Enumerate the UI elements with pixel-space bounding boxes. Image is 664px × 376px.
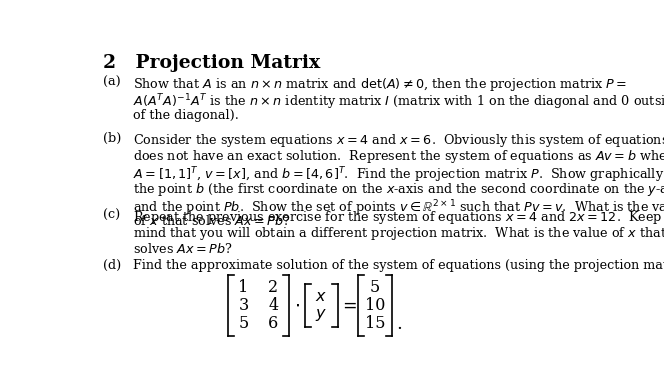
Text: 10: 10 — [365, 297, 385, 314]
Text: Repeat the previous exercise for the system of equations $x = 4$ and $2x = 12$. : Repeat the previous exercise for the sys… — [133, 209, 664, 226]
Text: (d): (d) — [102, 259, 121, 272]
Text: of $x$ that solves $Ax = Pb$?: of $x$ that solves $Ax = Pb$? — [133, 214, 291, 229]
Text: 1: 1 — [238, 279, 249, 296]
Text: Find the approximate solution of the system of equations (using the projection m: Find the approximate solution of the sys… — [133, 259, 664, 272]
Text: $A = [1, 1]^T$, $v = [x]$, and $b = [4, 6]^T$.  Find the projection matrix $P$. : $A = [1, 1]^T$, $v = [x]$, and $b = [4, … — [133, 165, 664, 185]
Text: 2   Projection Matrix: 2 Projection Matrix — [102, 55, 320, 73]
Text: $\cdot$: $\cdot$ — [293, 297, 299, 315]
Text: 5: 5 — [238, 315, 249, 332]
Text: does not have an exact solution.  Represent the system of equations as $Av = b$ : does not have an exact solution. Represe… — [133, 149, 664, 165]
Text: $=$: $=$ — [339, 297, 357, 314]
Text: and the point $Pb$.  Show the set of points $v \in \mathbb{R}^{2\times 1}$ such : and the point $Pb$. Show the set of poin… — [133, 198, 664, 218]
Text: 3: 3 — [238, 297, 249, 314]
Text: Show that $A$ is an $n \times n$ matrix and $\mathrm{det}(A) \neq 0$, then the p: Show that $A$ is an $n \times n$ matrix … — [133, 76, 627, 92]
Text: $y$: $y$ — [315, 306, 327, 323]
Text: 4: 4 — [268, 297, 278, 314]
Text: $A(A^T A)^{-1} A^T$ is the $n \times n$ identity matrix $I$ (matrix with 1 on th: $A(A^T A)^{-1} A^T$ is the $n \times n$ … — [133, 92, 664, 112]
Text: solves $Ax = Pb$?: solves $Ax = Pb$? — [133, 242, 233, 256]
Text: mind that you will obtain a different projection matrix.  What is the value of $: mind that you will obtain a different pr… — [133, 225, 664, 242]
Text: the point $b$ (the first coordinate on the $x$-axis and the second coordinate on: the point $b$ (the first coordinate on t… — [133, 182, 664, 199]
Text: 2: 2 — [268, 279, 278, 296]
Text: of the diagonal).: of the diagonal). — [133, 109, 239, 121]
Text: (c): (c) — [102, 209, 120, 222]
Text: Consider the system equations $x = 4$ and $x = 6$.  Obviously this system of equ: Consider the system equations $x = 4$ an… — [133, 132, 664, 149]
Text: $x$: $x$ — [315, 288, 327, 305]
Text: 5: 5 — [370, 279, 380, 296]
Text: (a): (a) — [102, 76, 120, 88]
Text: .: . — [396, 315, 402, 333]
Text: 6: 6 — [268, 315, 278, 332]
Text: (b): (b) — [102, 132, 121, 145]
Text: 15: 15 — [365, 315, 385, 332]
